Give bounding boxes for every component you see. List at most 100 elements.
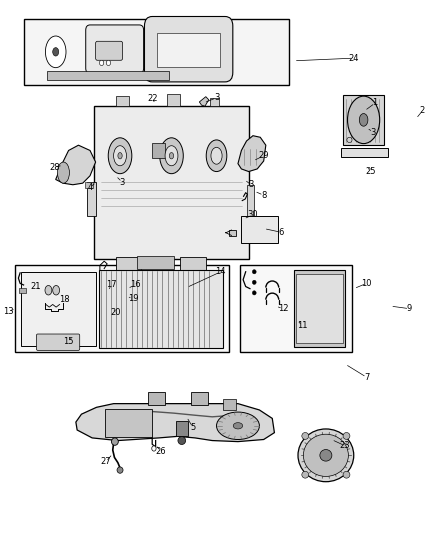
Text: 22: 22 <box>147 94 157 103</box>
Text: 18: 18 <box>59 295 70 304</box>
Ellipse shape <box>170 152 173 159</box>
Text: 1: 1 <box>373 99 378 108</box>
Bar <box>191 392 208 405</box>
Ellipse shape <box>152 446 156 451</box>
Ellipse shape <box>45 286 52 295</box>
Text: 3: 3 <box>371 127 376 136</box>
Bar <box>247 185 254 216</box>
Ellipse shape <box>347 96 380 143</box>
Ellipse shape <box>233 423 243 429</box>
Ellipse shape <box>118 152 122 159</box>
Bar <box>24 19 290 85</box>
Bar <box>210 98 219 106</box>
Text: 25: 25 <box>366 167 376 176</box>
Ellipse shape <box>117 467 123 473</box>
Bar <box>116 257 141 277</box>
Text: 29: 29 <box>258 151 269 160</box>
Bar <box>87 182 96 216</box>
Ellipse shape <box>252 291 256 295</box>
Ellipse shape <box>53 286 60 295</box>
Text: 11: 11 <box>297 321 307 330</box>
Text: 23: 23 <box>340 441 350 450</box>
Text: 8: 8 <box>261 191 266 200</box>
Bar <box>21 272 96 345</box>
Bar <box>137 256 173 269</box>
Bar <box>105 409 152 437</box>
Text: 16: 16 <box>130 280 140 289</box>
Bar <box>294 270 345 346</box>
Text: 3: 3 <box>248 180 254 189</box>
Bar <box>94 106 249 259</box>
Text: 27: 27 <box>101 457 111 466</box>
Ellipse shape <box>206 140 227 172</box>
Ellipse shape <box>343 432 350 439</box>
Ellipse shape <box>298 429 354 482</box>
Bar <box>341 148 388 157</box>
Ellipse shape <box>106 60 111 66</box>
Text: 9: 9 <box>407 304 412 313</box>
Bar <box>343 95 384 145</box>
Text: 7: 7 <box>364 373 369 382</box>
Bar <box>148 392 165 405</box>
Bar <box>176 421 188 437</box>
Text: 20: 20 <box>110 309 121 318</box>
Text: 17: 17 <box>106 280 117 289</box>
Bar <box>152 142 165 158</box>
Ellipse shape <box>108 138 132 174</box>
Text: 5: 5 <box>190 423 195 432</box>
Polygon shape <box>76 403 275 442</box>
Bar <box>85 182 93 189</box>
FancyBboxPatch shape <box>36 334 80 350</box>
Text: 3: 3 <box>120 177 125 187</box>
Bar <box>180 257 206 277</box>
Polygon shape <box>238 136 266 172</box>
Ellipse shape <box>252 270 256 274</box>
Text: 13: 13 <box>3 307 14 316</box>
FancyBboxPatch shape <box>86 25 144 74</box>
Text: 6: 6 <box>278 228 283 237</box>
Text: 10: 10 <box>361 279 372 288</box>
Ellipse shape <box>302 432 309 439</box>
Ellipse shape <box>304 434 348 477</box>
FancyBboxPatch shape <box>145 17 233 82</box>
Bar <box>223 399 236 410</box>
Text: 12: 12 <box>278 304 288 313</box>
Ellipse shape <box>46 36 66 68</box>
Ellipse shape <box>99 60 104 66</box>
Text: 26: 26 <box>155 447 166 456</box>
Bar <box>47 71 170 80</box>
Bar <box>296 274 343 343</box>
Ellipse shape <box>160 138 183 174</box>
Bar <box>241 216 278 243</box>
Bar <box>116 96 129 106</box>
Ellipse shape <box>178 437 186 445</box>
Text: 28: 28 <box>49 163 60 172</box>
Ellipse shape <box>113 146 127 166</box>
Text: 21: 21 <box>30 282 41 291</box>
Bar <box>19 288 26 293</box>
Text: 24: 24 <box>349 54 359 63</box>
Bar <box>167 94 180 106</box>
Polygon shape <box>56 145 95 185</box>
Ellipse shape <box>216 412 259 440</box>
Text: 14: 14 <box>215 267 226 276</box>
Bar <box>157 33 219 67</box>
Bar <box>230 230 236 236</box>
Text: 4: 4 <box>88 183 93 192</box>
Bar <box>99 270 223 348</box>
Bar <box>240 265 352 352</box>
Ellipse shape <box>53 47 59 56</box>
Ellipse shape <box>111 438 118 445</box>
Ellipse shape <box>211 147 222 164</box>
Ellipse shape <box>252 280 256 285</box>
FancyBboxPatch shape <box>95 41 123 60</box>
Ellipse shape <box>320 449 332 461</box>
Text: 15: 15 <box>64 337 74 346</box>
Text: 3: 3 <box>214 93 219 102</box>
Ellipse shape <box>347 138 352 142</box>
Ellipse shape <box>343 471 350 478</box>
Text: 2: 2 <box>420 107 425 116</box>
Bar <box>15 265 230 352</box>
Text: 30: 30 <box>247 211 258 219</box>
Ellipse shape <box>57 162 70 183</box>
